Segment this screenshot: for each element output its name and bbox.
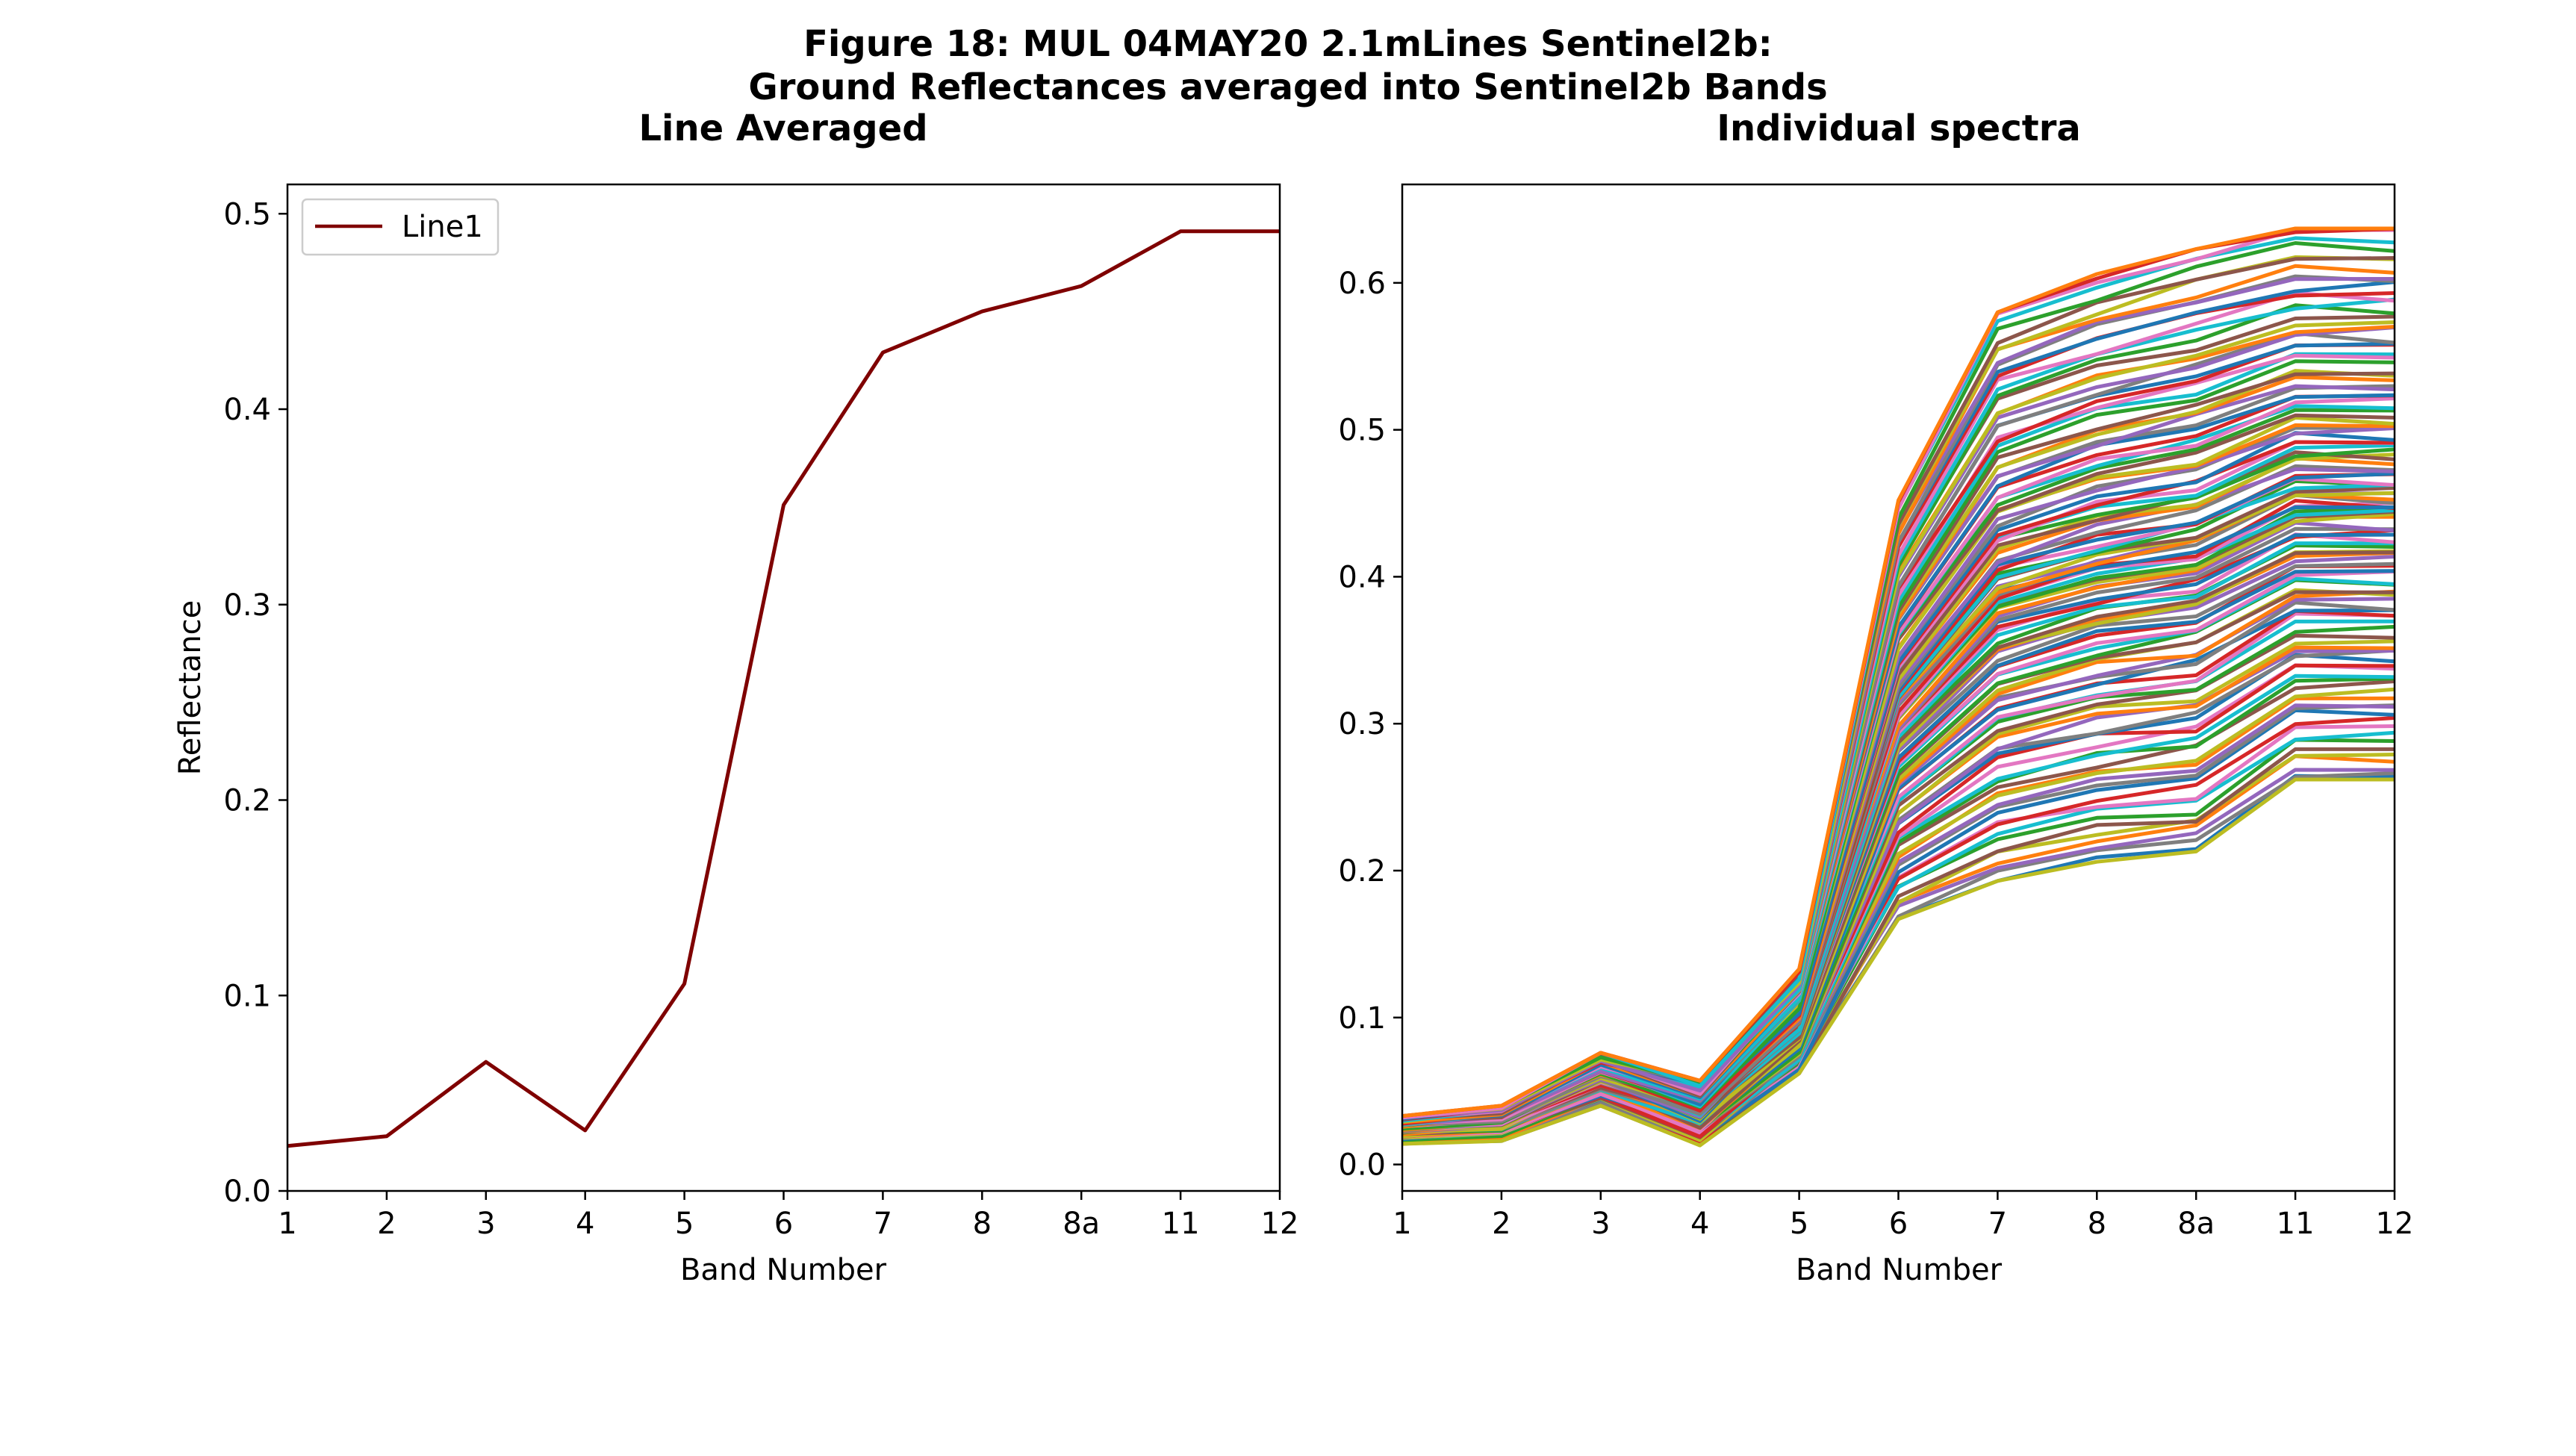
x-tick-label: 4 [1690,1207,1709,1241]
x-tick-label: 6 [774,1207,793,1241]
y-tick-label: 0.5 [223,197,271,231]
x-tick-label: 4 [576,1207,594,1241]
y-tick-label: 0.2 [1338,854,1386,889]
x-tick-label: 11 [1162,1207,1200,1241]
legend-box [301,198,500,256]
x-tick-label: 3 [476,1207,495,1241]
left-chart: Line Averaged 1 2 3 4 5 6 7 8 8a 11 120.00.10.20.3… [173,108,1298,1287]
spectrum-line [1402,241,2395,1120]
series-line-line1 [287,229,1280,1148]
x-tick-label: 5 [1790,1207,1808,1241]
x-tick-label: 8a [2177,1207,2215,1241]
x-tick-label: 8 [973,1207,992,1241]
x-tick-label: 7 [874,1207,892,1241]
x-tick-label: 8a [1063,1207,1100,1241]
x-tick-label: 11 [2277,1207,2315,1241]
right-chart-ticks: 1 2 3 4 5 6 7 8 8a 11 120.00.10.20.30.40.50.6 [1338,267,2413,1241]
x-tick-label: 7 [1988,1207,2007,1241]
spectrum-line [1402,226,2395,1119]
x-tick-label: 1 [278,1207,296,1241]
x-tick-label: 3 [1591,1207,1610,1241]
y-tick-label: 0.1 [1338,1001,1386,1036]
spectrum-line [1402,612,2395,1139]
left-chart-frame [286,183,1281,1192]
y-tick-label: 0.2 [223,784,271,818]
y-tick-label: 0.5 [1338,414,1386,448]
spectrum-line [1402,777,2395,1148]
right-chart-frame [1401,183,2396,1192]
x-tick-label: 2 [377,1207,396,1241]
x-tick-label: 12 [2376,1207,2414,1241]
left-chart-ticks: 1 2 3 4 5 6 7 8 8a 11 120.00.10.20.30.40.5 [223,197,1298,1241]
y-tick-label: 0.0 [1338,1148,1386,1183]
y-tick-label: 0.3 [1338,707,1386,741]
right-chart: Individual spectra 1 2 3 4 5 6 7 8 8a 11 120.00.10… [1338,108,2413,1287]
x-tick-label: 6 [1889,1207,1908,1241]
right-chart-xlabel: Band Number [1796,1253,2003,1287]
y-tick-label: 0.4 [1338,560,1386,594]
right-chart-marks [1402,226,2395,1148]
y-tick-label: 0.1 [223,979,271,1013]
y-tick-label: 0.3 [223,588,271,623]
legend-label-line1: Line1 [402,210,483,244]
left-chart-xlabel: Band Number [680,1253,887,1287]
y-tick-label: 0.6 [1338,267,1386,301]
right-chart-title: Individual spectra [1717,108,2081,149]
left-chart-marks [287,229,1280,1148]
x-tick-label: 8 [2088,1207,2106,1241]
x-tick-label: 12 [1261,1207,1299,1241]
left-chart-ylabel: Reflectance [173,600,208,776]
figure-title-line1: Figure 18: MUL 04MAY20 2.1mLines Sentine… [803,23,1773,65]
figure-title-line2: Ground Reflectances averaged into Sentin… [748,66,1827,108]
x-tick-label: 2 [1492,1207,1511,1241]
y-tick-label: 0.0 [223,1175,271,1209]
x-tick-label: 5 [675,1207,694,1241]
left-chart-title: Line Averaged [638,108,927,149]
y-tick-label: 0.4 [223,393,271,427]
legend: Line1 [301,198,500,256]
x-tick-label: 1 [1393,1207,1411,1241]
